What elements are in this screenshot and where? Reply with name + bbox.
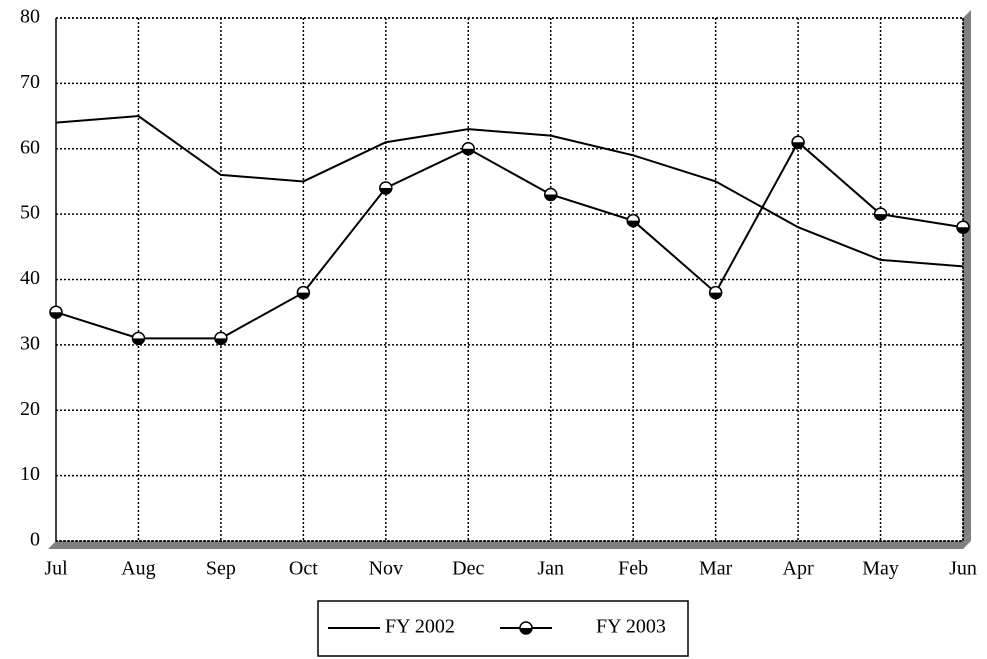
- marker-shade: [544, 194, 557, 201]
- plot-border: [55, 17, 964, 542]
- x-tick-label: Mar: [699, 558, 733, 580]
- x-tick-label: Feb: [618, 558, 648, 580]
- legend-label: FY 2003: [596, 616, 666, 638]
- x-tick-label: Jul: [44, 558, 68, 580]
- x-tick-label: Nov: [369, 558, 403, 580]
- wall-shadow: [963, 10, 971, 541]
- marker-shade: [520, 628, 532, 634]
- x-tick-label: Aug: [121, 558, 155, 580]
- x-tick-label: Jun: [949, 558, 977, 580]
- y-tick-label: 20: [20, 398, 40, 420]
- marker-shade: [462, 148, 475, 155]
- y-tick-label: 0: [30, 529, 40, 551]
- y-tick-label: 10: [20, 463, 40, 485]
- marker-shade: [297, 292, 310, 299]
- marker-shade: [627, 220, 640, 227]
- x-tick-label: Apr: [783, 558, 814, 580]
- marker-shade: [379, 187, 392, 194]
- y-tick-label: 70: [20, 71, 40, 93]
- series-line: [55, 140, 964, 340]
- x-tick-label: Sep: [206, 558, 236, 580]
- x-tick-label: May: [862, 558, 899, 580]
- marker-shade: [874, 214, 887, 221]
- marker-shade: [957, 227, 969, 234]
- y-tick-label: 60: [20, 136, 40, 158]
- marker-shade: [214, 338, 227, 345]
- y-tick-label: 80: [20, 6, 40, 28]
- y-tick-label: 30: [20, 332, 40, 354]
- x-tick-label: Dec: [452, 558, 484, 580]
- marker-shade: [50, 312, 62, 319]
- marker-shade: [132, 338, 145, 345]
- x-tick-label: Oct: [289, 558, 318, 580]
- legend-label: FY 2002: [385, 616, 455, 638]
- y-tick-label: 50: [20, 202, 40, 224]
- marker-shade: [709, 292, 722, 299]
- series-line: [55, 115, 964, 268]
- x-tick-label: Jan: [537, 558, 564, 580]
- marker-shade: [792, 142, 805, 149]
- y-tick-label: 40: [20, 267, 40, 289]
